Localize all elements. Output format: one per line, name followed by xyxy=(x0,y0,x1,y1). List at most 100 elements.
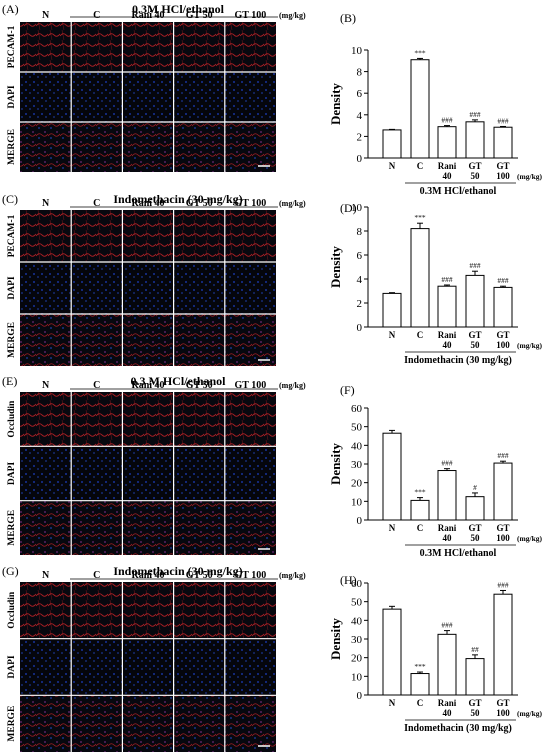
category-label-line2: 40 xyxy=(443,171,453,181)
bar xyxy=(410,59,430,159)
unit-label: (mg/kg) xyxy=(517,709,543,718)
micrograph-row xyxy=(20,72,276,122)
category-label: GT xyxy=(468,523,481,533)
y-tick-label: 40 xyxy=(351,615,363,627)
y-axis-label: Density xyxy=(328,246,343,288)
bar xyxy=(493,286,513,328)
category-label-line2: 50 xyxy=(471,340,481,350)
column-label: GT 50 xyxy=(186,570,213,581)
unit-label: (mg/kg) xyxy=(279,199,306,208)
category-label: GT xyxy=(496,698,509,708)
micrograph-row xyxy=(20,210,276,262)
significance-label: ### xyxy=(441,116,453,125)
category-label-line2: 40 xyxy=(443,340,453,350)
category-label: GT xyxy=(496,161,509,171)
group-label: 0.3M HCl/ethanol xyxy=(420,186,497,197)
y-tick-label: 0 xyxy=(357,153,363,165)
column-label: C xyxy=(93,198,100,209)
category-label: GT xyxy=(468,698,481,708)
y-tick-label: 20 xyxy=(351,653,363,665)
micrograph-row xyxy=(20,446,276,501)
panel-header: 0.3M HCl/ethanol xyxy=(132,2,225,16)
category-label: N xyxy=(389,698,396,708)
column-label: C xyxy=(93,570,100,581)
bar xyxy=(410,499,430,521)
bar xyxy=(410,228,430,328)
significance-label: *** xyxy=(414,213,426,222)
unit-label: (mg/kg) xyxy=(517,534,543,543)
bar xyxy=(493,593,513,696)
column-label: GT 100 xyxy=(235,380,267,391)
significance-label: ### xyxy=(497,116,509,125)
bar xyxy=(382,608,402,696)
panel-letter: (E) xyxy=(2,374,17,388)
category-label-line2: 40 xyxy=(443,533,453,543)
category-label: Rani xyxy=(438,330,457,340)
category-label: N xyxy=(389,330,396,340)
bar xyxy=(382,129,402,159)
row-label: Occludin xyxy=(7,400,17,438)
category-label: N xyxy=(389,523,396,533)
category-label: C xyxy=(417,161,424,171)
row-label: DAPI xyxy=(7,462,17,486)
y-axis-label: Density xyxy=(328,83,343,125)
row-label: Occludin xyxy=(7,591,17,629)
category-label: C xyxy=(417,698,424,708)
category-label-line2: 100 xyxy=(496,708,510,718)
micrograph-panel: (C) Indomethacin (30 mg/kg) N C Rani 40 GT 50… xyxy=(2,192,306,366)
significance-label: ### xyxy=(469,261,481,270)
column-label: N xyxy=(42,570,50,581)
bar xyxy=(465,274,485,328)
panel-header: Indomethacin (30 mg/kg) xyxy=(113,192,242,206)
bar-chart: (H)0102030405060DensityN***C###Rani40##G… xyxy=(328,573,543,734)
column-label: GT 100 xyxy=(235,198,267,209)
row-label: MERGE xyxy=(7,706,17,742)
category-label: GT xyxy=(468,330,481,340)
category-label: GT xyxy=(468,161,481,171)
micrograph-panel: (G) Indomethacin (30 mg/kg) N C Rani 40 GT 50… xyxy=(2,564,306,752)
significance-label: # xyxy=(473,483,477,492)
micrograph-panel: (A) 0.3M HCl/ethanol N C Rani 40 GT 50 GT 100 (… xyxy=(2,2,306,172)
column-label: Rani 40 xyxy=(131,570,164,581)
category-label-line2: 100 xyxy=(496,171,510,181)
micrograph-row xyxy=(20,262,276,314)
y-tick-label: 10 xyxy=(351,202,363,214)
y-tick-label: 10 xyxy=(351,496,363,508)
significance-label: ### xyxy=(469,110,481,119)
micrograph-row xyxy=(20,314,276,366)
category-label-line2: 50 xyxy=(471,171,481,181)
column-label: GT 50 xyxy=(186,380,213,391)
row-label: DAPI xyxy=(7,85,17,109)
row-label: DAPI xyxy=(7,276,17,300)
y-tick-label: 60 xyxy=(351,578,363,590)
y-tick-label: 30 xyxy=(351,634,363,646)
column-label: GT 100 xyxy=(235,570,267,581)
bar xyxy=(465,121,485,159)
micrograph-row xyxy=(20,582,276,639)
y-tick-label: 10 xyxy=(351,671,363,683)
y-tick-label: 8 xyxy=(357,67,363,79)
significance-label: ## xyxy=(471,645,479,654)
y-tick-label: 2 xyxy=(357,298,363,310)
panel-letter: (A) xyxy=(2,2,19,16)
significance-label: ### xyxy=(441,621,453,630)
y-tick-label: 4 xyxy=(357,110,363,122)
significance-label: *** xyxy=(414,488,426,497)
category-label: Rani xyxy=(438,698,457,708)
y-tick-label: 50 xyxy=(351,597,363,609)
micrograph-row xyxy=(20,22,276,72)
micrograph-row xyxy=(20,392,276,447)
unit-label: (mg/kg) xyxy=(279,381,306,390)
category-label: Rani xyxy=(438,523,457,533)
group-label: Indomethacin (30 mg/kg) xyxy=(404,355,512,366)
unit-label: (mg/kg) xyxy=(517,341,543,350)
significance-label: *** xyxy=(414,48,426,57)
category-label-line2: 50 xyxy=(471,708,481,718)
column-label: Rani 40 xyxy=(131,380,164,391)
category-label-line2: 100 xyxy=(496,533,510,543)
column-label: Rani 40 xyxy=(131,198,164,209)
category-label: N xyxy=(389,161,396,171)
unit-label: (mg/kg) xyxy=(279,11,306,20)
chart-letter: (H) xyxy=(340,573,357,587)
